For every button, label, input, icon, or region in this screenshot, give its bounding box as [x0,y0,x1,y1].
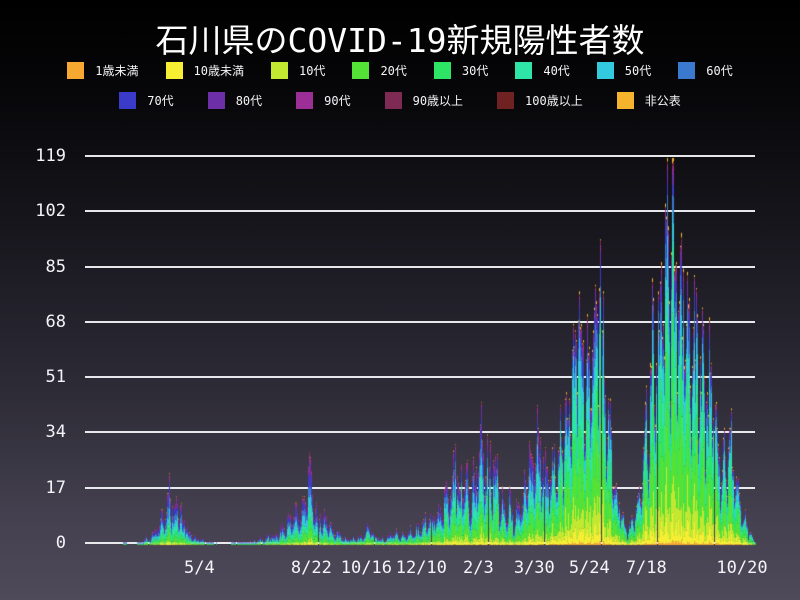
legend-label: 30代 [461,64,489,78]
legend-row-2: 70代 80代 90代 90歳以上 100歳以上 非公表 [0,92,800,109]
y-axis-tick-label: 0 [55,533,66,553]
x-axis-tick-label: 12/10 [395,558,447,578]
gridline [85,487,755,489]
x-axis-tick-label: 10/16 [340,558,392,578]
legend-item: 40代 [515,62,570,79]
legend-swatch-icon [165,62,183,79]
legend-item: 80代 [207,92,263,109]
legend-swatch-icon [67,62,85,79]
gridline [85,155,755,157]
legend-row-1: 1歳未満 10歳未満 10代 20代 30代 40代 50代 60代 [0,62,800,79]
legend-swatch-icon [207,92,225,109]
legend-label: 50代 [624,64,652,78]
legend-label: 60代 [706,64,733,78]
legend-item: 20代 [352,62,407,79]
y-axis-tick-label: 34 [45,422,66,442]
legend-item: 1歳未満 [67,62,139,79]
legend-item: 10歳未満 [165,62,244,79]
y-axis-tick-label: 119 [35,146,66,166]
gridline [85,542,755,544]
x-axis-tick-label: 10/20 [716,558,768,578]
legend-item: 100歳以上 [497,92,583,109]
legend-swatch-icon [384,92,402,109]
legend-swatch-icon [616,92,634,109]
legend-item: 90歳以上 [384,92,464,109]
y-axis-tick-label: 17 [45,478,66,498]
legend-swatch-icon [270,62,288,79]
gridline [85,210,755,212]
gridline [85,266,755,268]
legend-label: 1歳未満 [95,64,139,78]
legend-item: 60代 [678,62,733,79]
legend: 1歳未満 10歳未満 10代 20代 30代 40代 50代 60代 70代 80代 90代 90歳… [0,62,800,109]
legend-swatch-icon [119,92,137,109]
x-axis-tick-label: 2/3 [462,558,494,578]
legend-swatch-icon [515,62,533,79]
legend-item: 30代 [433,62,489,79]
x-axis-tick-label: 3/30 [513,558,555,578]
x-axis-tick-label: 8/22 [290,558,332,578]
y-axis-tick-label: 102 [35,201,66,221]
legend-swatch-icon [352,62,370,79]
legend-item: 10代 [270,62,326,79]
gridline [85,376,755,378]
legend-swatch-icon [296,92,314,109]
legend-label: 10歳未満 [193,64,244,78]
legend-label: 80代 [235,94,263,108]
legend-item: 90代 [296,92,351,109]
legend-label: 20代 [380,64,407,78]
legend-label: 70代 [147,94,174,108]
legend-label: 90代 [324,94,351,108]
legend-label: 90歳以上 [412,94,464,108]
legend-label: 非公表 [644,94,681,108]
x-axis-tick-label: 5/24 [568,558,610,578]
legend-label: 40代 [543,64,570,78]
legend-item: 70代 [119,92,174,109]
y-axis-tick-label: 68 [45,312,66,332]
chart-title: 石川県のCOVID-19新規陽性者数 [155,21,645,60]
legend-swatch-icon [596,62,614,79]
legend-label: 100歳以上 [525,94,583,108]
legend-swatch-icon [678,62,696,79]
x-axis-tick-label: 7/18 [625,558,667,578]
y-axis-tick-label: 51 [45,367,66,387]
legend-label: 10代 [298,64,326,78]
legend-swatch-icon [433,62,451,79]
legend-item: 非公表 [616,92,681,109]
x-axis-tick-label: 5/4 [184,558,215,578]
gridline [85,321,755,323]
legend-item: 50代 [596,62,652,79]
y-axis-tick-label: 85 [45,257,66,277]
gridline [85,431,755,433]
legend-swatch-icon [497,92,515,109]
